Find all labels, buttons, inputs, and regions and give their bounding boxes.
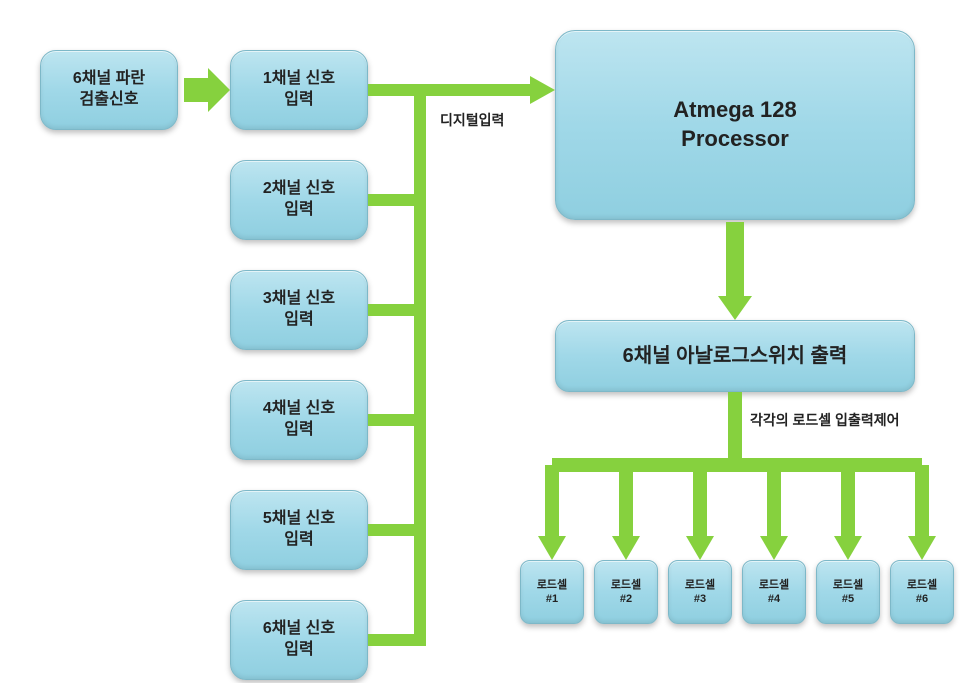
node-text: 3채널 신호 입력: [263, 289, 335, 331]
arrow-processor-to-analog: [718, 222, 752, 320]
node-loadcell-1: 로드셀 #1: [520, 560, 584, 624]
node-text: 로드셀 #5: [833, 578, 863, 607]
node-ch6-input: 6채널 신호 입력: [230, 600, 368, 680]
label-text-span: 디지털입력: [440, 112, 504, 128]
node-ch5-input: 5채널 신호 입력: [230, 490, 368, 570]
arrow-detect-to-ch1: [184, 68, 230, 112]
node-text: 5채널 신호 입력: [263, 509, 335, 551]
node-text: 6채널 파란 검출신호: [73, 69, 145, 111]
label-digital-input: 디지털입력: [440, 110, 504, 130]
node-ch3-input: 3채널 신호 입력: [230, 270, 368, 350]
node-text: 로드셀 #3: [685, 578, 715, 607]
node-processor: Atmega 128 Processor: [555, 30, 915, 220]
node-loadcell-6: 로드셀 #6: [890, 560, 954, 624]
node-detect-signal: 6채널 파란 검출신호: [40, 50, 178, 130]
node-text: 로드셀 #2: [611, 578, 641, 607]
node-loadcell-5: 로드셀 #5: [816, 560, 880, 624]
node-text: 2채널 신호 입력: [263, 179, 335, 221]
node-text: 6채널 아날로그스위치 출력: [623, 343, 848, 369]
node-text: 로드셀 #4: [759, 578, 789, 607]
node-text: 6채널 신호 입력: [263, 619, 335, 661]
node-text: 로드셀 #6: [907, 578, 937, 607]
label-text-span: 각각의 로드셀 입출력제어: [750, 412, 899, 428]
node-text: Atmega 128 Processor: [673, 96, 797, 153]
node-text: 1채널 신호 입력: [263, 69, 335, 111]
node-ch4-input: 4채널 신호 입력: [230, 380, 368, 460]
node-loadcell-3: 로드셀 #3: [668, 560, 732, 624]
label-loadcell-ctrl: 각각의 로드셀 입출력제어: [750, 410, 899, 430]
node-text: 로드셀 #1: [537, 578, 567, 607]
node-ch2-input: 2채널 신호 입력: [230, 160, 368, 240]
arrow-bus-to-processor: [420, 76, 555, 104]
node-loadcell-4: 로드셀 #4: [742, 560, 806, 624]
node-text: 4채널 신호 입력: [263, 399, 335, 441]
node-loadcell-2: 로드셀 #2: [594, 560, 658, 624]
node-ch1-input: 1채널 신호 입력: [230, 50, 368, 130]
node-analog-switch: 6채널 아날로그스위치 출력: [555, 320, 915, 392]
